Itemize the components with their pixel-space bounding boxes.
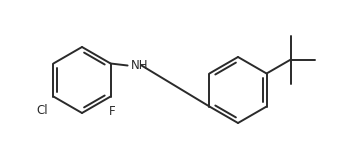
Text: Cl: Cl	[37, 104, 48, 117]
Text: F: F	[109, 104, 116, 117]
Text: NH: NH	[131, 59, 148, 72]
